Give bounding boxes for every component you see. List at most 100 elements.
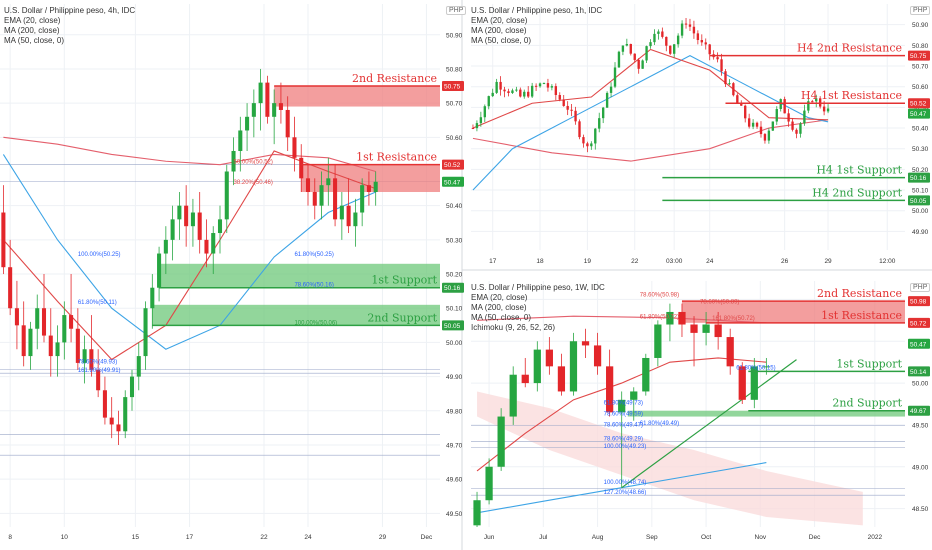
candle-up <box>251 103 256 117</box>
candle-down <box>48 335 53 357</box>
candle-down <box>507 91 510 94</box>
candle-down <box>747 118 751 127</box>
axis-price-badge <box>442 320 464 331</box>
x-tick-label: 12:00 <box>879 258 896 265</box>
candle-up <box>163 239 168 254</box>
panel-4h-ma50-legend: MA (50, close, 0) <box>4 36 65 45</box>
candle-down <box>669 45 672 54</box>
candle-down <box>822 106 826 112</box>
candle-up <box>62 315 67 343</box>
candle-up <box>217 219 223 234</box>
candle-down <box>299 157 304 179</box>
candle-up <box>762 366 770 368</box>
candle-down <box>69 315 74 329</box>
candle-up <box>82 349 87 363</box>
candle-down <box>690 324 698 333</box>
candle-up <box>654 324 662 358</box>
axis-price-badge-label: 50.05 <box>910 198 927 205</box>
x-tick-label: 2022 <box>868 534 883 541</box>
x-tick-label: Aug <box>592 534 604 541</box>
fib-label: 78.60%(49.47) <box>604 422 643 428</box>
panel-1w-ema-legend: EMA (20, close) <box>471 293 528 302</box>
fib-label: 61.80%(50.25) <box>294 252 333 258</box>
x-tick-label: 10 <box>61 534 69 541</box>
ma50-line <box>2 154 376 350</box>
x-tick-label: 24 <box>304 534 312 541</box>
candle-up <box>483 106 486 118</box>
x-tick-label: 29 <box>824 258 832 265</box>
candle-up <box>479 117 483 124</box>
candle-down <box>586 143 589 147</box>
axis-price-badge <box>442 282 464 293</box>
ma200-line <box>472 119 829 162</box>
x-tick-label: Jun <box>484 534 495 541</box>
candle-down <box>519 89 522 97</box>
panel-4h-ema-legend: EMA (20, close) <box>4 16 61 25</box>
candle-up <box>511 90 514 94</box>
ma50-line <box>472 55 829 191</box>
candle-up <box>799 123 802 134</box>
fib-label: 100.00%(49.23) <box>604 444 647 450</box>
candle-up <box>473 500 481 526</box>
resistance-label-1: 2nd Resistance <box>817 287 902 300</box>
candle-up <box>245 116 250 131</box>
x-tick-label: 03:00 <box>666 258 683 265</box>
candle-up <box>190 212 195 227</box>
candle-up <box>143 308 148 357</box>
candle-up <box>657 31 660 34</box>
candle-up <box>601 107 605 119</box>
candle-down <box>278 103 283 110</box>
resistance-label-1: H4 2nd Resistance <box>797 42 902 55</box>
candle-down <box>557 366 566 392</box>
candle-down <box>89 349 94 370</box>
candle-up <box>542 83 546 85</box>
fib-label: 50.00%(50.52) <box>234 160 273 166</box>
candle-down <box>8 267 13 309</box>
last-price-badge <box>908 338 930 349</box>
x-tick-label: 18 <box>536 258 544 265</box>
candle-up <box>339 205 344 220</box>
uptrend-line <box>621 359 797 489</box>
support-zone <box>159 263 440 288</box>
candle-up <box>617 51 621 68</box>
candle-up <box>803 110 806 124</box>
candle-down <box>665 36 668 46</box>
candle-up <box>170 219 175 240</box>
y-tick-label: 50.20 <box>912 167 929 174</box>
support-label-4: 2nd Support <box>367 311 437 324</box>
panel-4h-ma200-legend: MA (200, close) <box>4 26 60 35</box>
candle-up <box>523 91 526 97</box>
fib-label: 78.60%(49.29) <box>604 437 643 443</box>
candle-up <box>826 108 830 112</box>
ichimoku-cloud <box>477 391 863 526</box>
axis-price-badge <box>908 317 930 328</box>
y-tick-label: 50.10 <box>446 306 463 313</box>
candle-down <box>21 325 26 357</box>
candle-down <box>736 95 739 104</box>
x-tick-label: 15 <box>132 534 140 541</box>
candle-down <box>593 345 602 367</box>
ema20-line <box>476 357 767 472</box>
candle-up <box>609 86 613 93</box>
fib-label: 161.80%(50.72) <box>712 316 755 322</box>
support-label-4: H4 2nd Support <box>812 186 902 199</box>
candle-down <box>678 311 686 325</box>
resistance-zone <box>274 86 440 107</box>
panel-1h-currency-badge: PHP <box>910 6 931 15</box>
candle-down <box>574 110 577 122</box>
fib-label: 100.00%(48.74) <box>604 480 647 486</box>
panel-1h-ma50-legend: MA (50, close, 0) <box>471 36 532 45</box>
candle-down <box>629 43 632 54</box>
candle-up <box>666 311 674 325</box>
panel-1h-ema-legend: EMA (20, close) <box>471 16 528 25</box>
candle-down <box>562 99 565 106</box>
y-tick-label: 49.00 <box>912 464 929 471</box>
support-label-4: 2nd Support <box>832 397 902 410</box>
y-tick-label: 50.30 <box>446 237 463 244</box>
x-tick-label: 17 <box>186 534 194 541</box>
y-tick-label: 50.00 <box>912 208 929 215</box>
axis-price-badge-label: 50.16 <box>444 285 461 292</box>
y-tick-label: 50.40 <box>446 203 463 210</box>
candle-up <box>55 342 60 357</box>
